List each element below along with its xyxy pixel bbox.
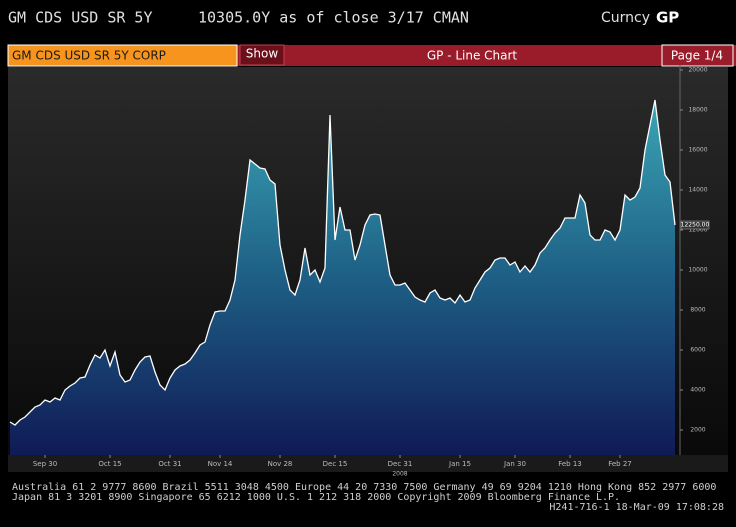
ticker-field[interactable] [7,44,238,67]
x-tick-label: Dec 31 [388,460,413,468]
footer-line: Japan 81 3 3201 8900 Singapore 65 6212 1… [12,492,620,503]
x-tick-label: Jan 15 [448,460,471,468]
y-tick-label: 20000 [688,67,707,74]
security: GM CDS USD SR 5Y [8,9,153,27]
footer-line: H241-716-1 18-Mar-09 17:08:28 [549,502,724,513]
year-label: 2008 [392,471,407,478]
show-text: Show [246,47,279,61]
page-text: Page 1/4 [671,49,723,63]
x-tick-label: Feb 13 [558,460,582,468]
y-tick-label: 12000 [688,227,707,234]
y-tick-label: 10000 [688,267,707,274]
last-value-box [680,220,710,230]
area-fill [10,100,675,455]
x-tick-label: Sep 30 [33,460,57,468]
market: Curncy [601,10,650,26]
y-tick-label: 16000 [688,147,707,154]
y-tick-label: 2000 [690,427,705,434]
price-line [9,99,676,426]
y-tick-label: 4000 [690,387,705,394]
x-tick-label: Feb 27 [608,460,632,468]
ticker-text: GM CDS USD SR 5Y CORP [12,49,166,63]
x-tick-label: Oct 15 [98,460,121,468]
x-axis-strip [8,455,728,472]
y-tick-label: 14000 [688,187,707,194]
quote: 10305.0Y as of close 3/17 CMAN [198,9,469,27]
toolbar-title: GP - Line Chart [427,49,518,63]
last-value-label: 12250.00 [681,222,710,229]
x-tick-label: Nov 14 [208,460,233,468]
x-tick-label: Jan 30 [503,460,526,468]
show-button[interactable] [239,44,285,66]
y-tick-label: 8000 [690,307,705,314]
function: GP [656,9,679,27]
x-tick-label: Dec 15 [323,460,348,468]
x-tick-label: Oct 31 [158,460,181,468]
x-tick-label: Nov 28 [268,460,293,468]
footer-line: Australia 61 2 9777 8600 Brazil 5511 304… [12,482,716,493]
y-tick-label: 6000 [690,347,705,354]
y-tick-label: 18000 [688,107,707,114]
page-box[interactable] [661,44,734,67]
